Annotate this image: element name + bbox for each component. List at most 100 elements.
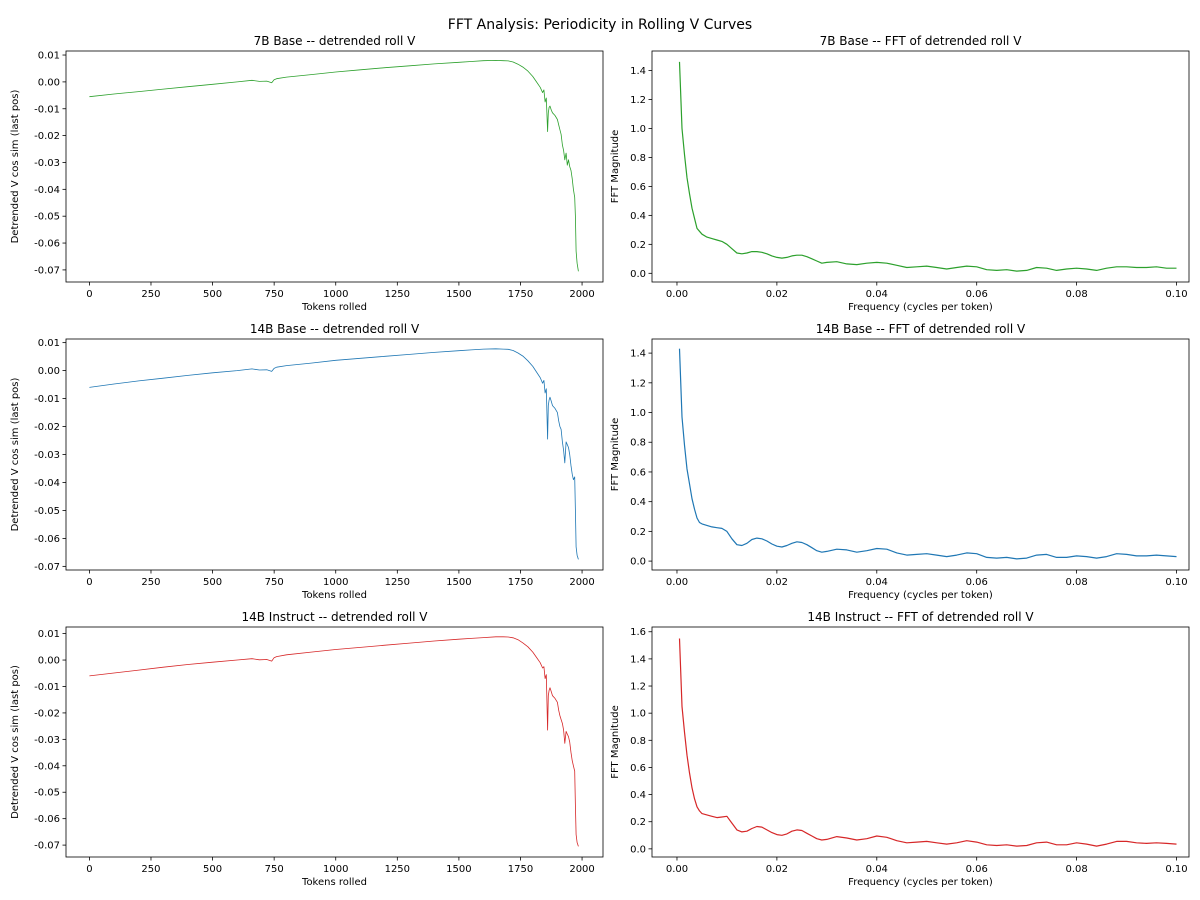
y-tick-label: -0.02 (34, 131, 60, 142)
x-tick-label: 1500 (446, 864, 471, 875)
y-tick-label: 0.0 (630, 557, 646, 568)
y-tick-label: -0.01 (34, 104, 60, 115)
x-axis-label: Frequency (cycles per token) (848, 877, 993, 888)
plot-title: 14B Instruct -- FFT of detrended roll V (807, 610, 1034, 624)
plot-frame (65, 626, 604, 858)
series-line (89, 60, 579, 272)
y-axis-label: Detrended V cos sim (last pos) (10, 89, 21, 243)
plot-7b-base-fft: 7B Base -- FFT of detrended roll V 0.00 0.… (610, 34, 1190, 313)
y-axis-label: Detrended V cos sim (last pos) (10, 665, 21, 819)
x-tick-label: 750 (265, 864, 284, 875)
x-tick-label: 0.06 (966, 577, 988, 588)
y-tick-label: -0.03 (34, 158, 60, 169)
y-tick-label: -0.03 (34, 450, 60, 461)
x-tick-label: 0.10 (1165, 577, 1187, 588)
x-tick-label: 0.02 (766, 289, 788, 300)
x-tick-label: 1750 (508, 289, 533, 300)
y-tick-label: -0.05 (34, 788, 60, 799)
y-tick-label: -0.04 (34, 761, 60, 772)
x-tick-label: 1500 (446, 289, 471, 300)
y-tick-label: 0.8 (630, 736, 646, 747)
y-tick-label: 1.0 (630, 408, 646, 419)
y-tick-label: -0.05 (34, 506, 60, 517)
x-tick-label: 250 (141, 864, 160, 875)
y-tick-label: -0.02 (34, 422, 60, 433)
y-tick-label: 0.2 (630, 817, 646, 828)
y-tick-label: 1.2 (630, 95, 646, 106)
x-tick-label: 0.02 (766, 864, 788, 875)
y-tick-label: 1.0 (630, 709, 646, 720)
y-tick-label: 1.4 (630, 349, 646, 360)
x-tick-label: 0.08 (1065, 864, 1087, 875)
y-tick-label: -0.05 (34, 212, 60, 223)
y-tick-label: 0.0 (630, 844, 646, 855)
plot-title: 14B Base -- FFT of detrended roll V (816, 322, 1026, 336)
y-tick-label: 0.6 (630, 467, 646, 478)
x-tick-label: 500 (203, 577, 222, 588)
x-tick-label: 1000 (323, 289, 348, 300)
plot-frame (65, 50, 604, 283)
x-tick-label: 0.00 (666, 577, 688, 588)
x-tick-label: 0.06 (966, 289, 988, 300)
x-tick-label: 500 (203, 864, 222, 875)
plot-title: 14B Base -- detrended roll V (250, 322, 420, 336)
y-axis-label: Detrended V cos sim (last pos) (10, 377, 21, 531)
x-tick-label: 0.06 (966, 864, 988, 875)
plot-frame (651, 338, 1190, 571)
figure-title: FFT Analysis: Periodicity in Rolling V C… (448, 17, 752, 33)
x-tick-label: 2000 (569, 577, 594, 588)
plot-title: 14B Instruct -- detrended roll V (241, 610, 428, 624)
x-tick-label: 1000 (323, 577, 348, 588)
y-tick-label: -0.02 (34, 708, 60, 719)
y-tick-label: 0.4 (630, 790, 646, 801)
x-axis-label: Tokens rolled (301, 590, 367, 601)
x-tick-label: 0 (86, 289, 92, 300)
series-line (678, 61, 1177, 272)
x-tick-label: 0.02 (766, 577, 788, 588)
x-axis-label: Tokens rolled (301, 302, 367, 313)
y-tick-label: 0.01 (38, 338, 60, 349)
y-tick-label: -0.07 (34, 562, 60, 573)
x-tick-label: 0.00 (666, 289, 688, 300)
series-line (678, 638, 1177, 847)
y-tick-label: 0.00 (38, 366, 60, 377)
x-tick-label: 250 (141, 577, 160, 588)
x-axis-label: Tokens rolled (301, 877, 367, 888)
plot-14b-base-fft: 14B Base -- FFT of detrended roll V 0.00 0… (610, 322, 1190, 601)
x-tick-label: 1750 (508, 577, 533, 588)
x-tick-label: 0.10 (1165, 289, 1187, 300)
y-tick-label: -0.06 (34, 239, 60, 250)
plot-frame (651, 626, 1190, 858)
plot-14b-instruct-fft: 14B Instruct -- FFT of detrended roll V 0… (610, 610, 1190, 888)
x-tick-label: 0.04 (866, 289, 888, 300)
plot-title: 7B Base -- detrended roll V (254, 34, 416, 48)
y-tick-label: -0.06 (34, 534, 60, 545)
x-tick-label: 750 (265, 289, 284, 300)
y-tick-label: 0.6 (630, 763, 646, 774)
y-tick-label: -0.07 (34, 841, 60, 852)
y-axis-label: FFT Magnitude (610, 130, 621, 204)
y-tick-label: 1.6 (630, 627, 646, 638)
series-line (89, 348, 579, 560)
x-axis-label: Frequency (cycles per token) (848, 302, 993, 313)
x-tick-label: 2000 (569, 289, 594, 300)
plot-14b-base-roll-v: 14B Base -- detrended roll V 0 250 500 750 10… (10, 322, 604, 601)
plot-title: 7B Base -- FFT of detrended roll V (820, 34, 1023, 48)
y-axis-label: FFT Magnitude (610, 705, 621, 779)
y-tick-label: -0.04 (34, 478, 60, 489)
y-tick-label: 0.00 (38, 77, 60, 88)
y-tick-label: 0.4 (630, 211, 646, 222)
y-tick-label: 0.01 (38, 629, 60, 640)
y-tick-label: 1.4 (630, 654, 646, 665)
y-tick-label: 0.4 (630, 497, 646, 508)
y-tick-label: -0.07 (34, 265, 60, 276)
y-tick-label: 0.00 (38, 656, 60, 667)
x-tick-label: 0.10 (1165, 864, 1187, 875)
x-tick-label: 0 (86, 864, 92, 875)
y-tick-label: -0.04 (34, 185, 60, 196)
x-tick-label: 500 (203, 289, 222, 300)
series-line (89, 636, 579, 847)
plot-frame (651, 50, 1190, 283)
